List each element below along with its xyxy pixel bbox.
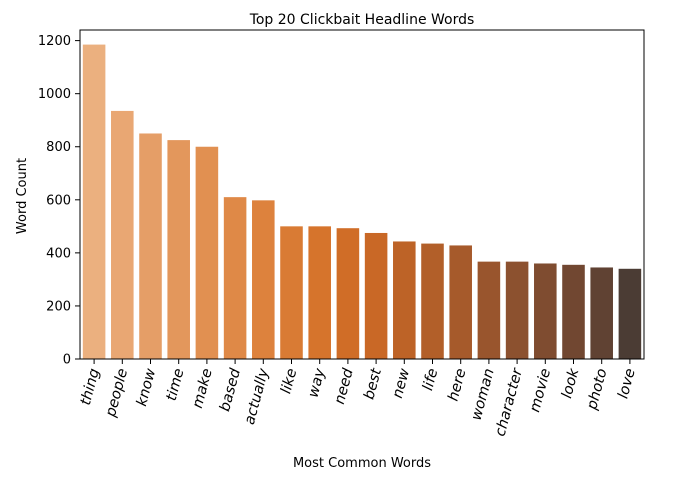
x-tick-label-here: here (446, 367, 470, 403)
x-tick-label-based: based (217, 366, 244, 413)
x-axis-label: Most Common Words (293, 456, 431, 471)
y-tick-label: 800 (46, 140, 71, 155)
x-tick-label-best: best (361, 366, 385, 402)
bar-time (167, 140, 190, 359)
y-axis-label: Word Count (15, 158, 30, 234)
y-tick-label: 400 (46, 246, 71, 261)
x-tick-label-like: like (278, 367, 300, 396)
bar-make (195, 146, 219, 359)
bar-need (336, 228, 360, 359)
x-tick-label-time: time (164, 367, 188, 403)
x-tick-label-people: people (103, 367, 131, 420)
bar-thing (82, 44, 106, 360)
x-tick-label-character: character (493, 366, 527, 438)
bar-way (308, 226, 331, 359)
bar-life (421, 243, 444, 359)
x-tick-label-actually: actually (242, 366, 272, 426)
x-tick-label-need: need (332, 366, 357, 406)
x-tick-label-woman: woman (469, 367, 498, 422)
bar-actually (252, 200, 275, 359)
bar-look (562, 264, 585, 359)
bar-like (280, 226, 303, 359)
x-tick-label-thing: thing (78, 367, 103, 407)
x-tick-label-way: way (306, 366, 329, 399)
x-tick-label-movie: movie (527, 367, 554, 414)
bar-based (223, 197, 247, 359)
y-tick-label: 1000 (38, 87, 71, 102)
x-tick-label-new: new (390, 367, 413, 400)
bar-photo (590, 267, 613, 359)
bar-here (449, 245, 472, 359)
y-tick-label: 200 (46, 299, 71, 314)
y-tick-label: 1200 (38, 34, 71, 49)
x-tick-label-photo: photo (584, 367, 611, 413)
x-tick-label-look: look (559, 366, 582, 400)
bar-woman (477, 261, 501, 359)
chart-title: Top 20 Clickbait Headline Words (249, 12, 475, 28)
bar-movie (534, 263, 557, 359)
bar-love (618, 268, 642, 359)
y-tick-label: 0 (63, 353, 71, 368)
bar-best (364, 232, 388, 359)
bar-new (393, 241, 416, 359)
bar-character (505, 261, 529, 359)
y-axis: 0 200 400 600 800 1000 1200 (38, 34, 80, 368)
x-tick-label-know: know (134, 367, 159, 408)
x-tick-label-life: life (420, 367, 441, 393)
bar-series (82, 44, 642, 360)
x-tick-label-love: love (615, 367, 638, 401)
x-tick-label-make: make (190, 367, 216, 410)
bar-know (139, 133, 162, 359)
bar-people (111, 110, 134, 359)
y-tick-label: 600 (46, 193, 71, 208)
plot-frame (79, 29, 645, 360)
